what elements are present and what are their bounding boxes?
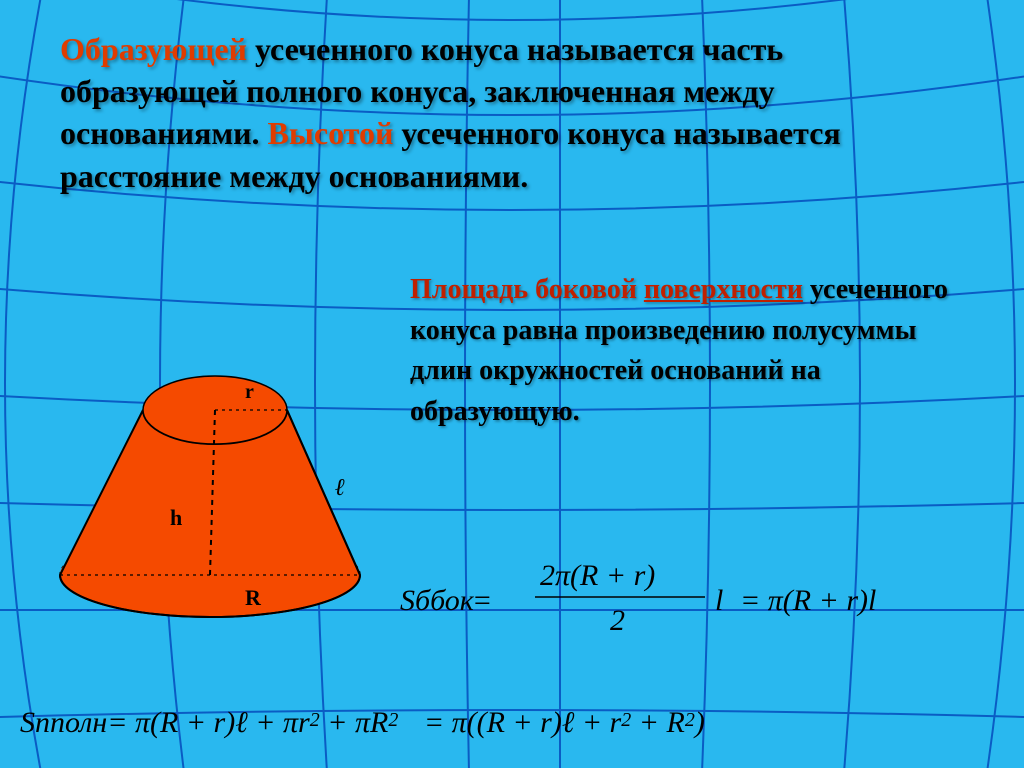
sbok-num: 2π(R + r) [540, 559, 655, 592]
svg-text:= π(R + r)l: = π(R + r)l [740, 584, 876, 617]
label-l: ℓ [335, 475, 345, 501]
svg-text:Sббок=: Sббок= [400, 584, 491, 617]
label-r: r [245, 381, 254, 403]
lateral-area-statement: Площадь боковой поверхности усеченного к… [410, 270, 970, 432]
formula-total-surface: Sпполн= π(R + r)ℓ + πr2 + πR2 = π((R + r… [20, 700, 1000, 758]
keyword-lateral-area-1: Площадь боковой [410, 274, 644, 305]
keyword-lateral-area-2: поверхности [644, 274, 803, 305]
svg-text:Sпполн= π(R + r)ℓ + πr2: Sпполн= π(R + r)ℓ + πr2 + πR2 = π((R + r… [20, 706, 705, 739]
label-big-r: R [245, 585, 262, 610]
keyword-generatrix: Образующей [60, 31, 247, 67]
sbok-label: Sббок [400, 584, 475, 617]
formula-lateral-surface: Sббок= 2π(R + r) 2 l = π(R + r)l [400, 555, 980, 653]
label-h: h [170, 505, 182, 530]
sbok-den: 2 [610, 604, 625, 637]
keyword-height: Высотой [268, 115, 394, 151]
definition-text: Образующей усеченного конуса называется … [60, 28, 920, 197]
spolna-label: Sпполн [20, 706, 107, 739]
truncated-cone-figure: r R h ℓ [40, 350, 380, 640]
sbok-l: l [715, 584, 723, 617]
